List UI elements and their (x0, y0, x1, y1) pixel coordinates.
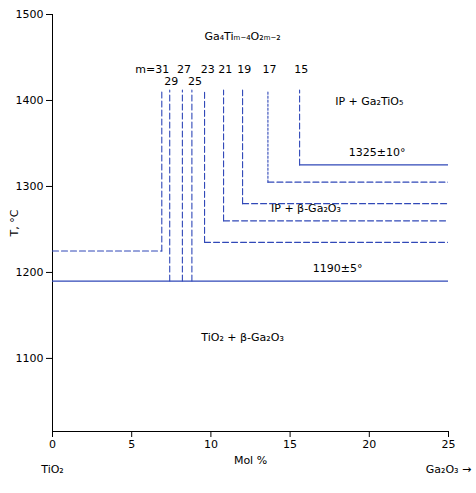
svg-text:29: 29 (164, 75, 178, 88)
svg-text:5: 5 (128, 438, 135, 451)
svg-text:19: 19 (237, 63, 251, 76)
svg-text:17: 17 (263, 63, 277, 76)
svg-text:TiO₂: TiO₂ (40, 463, 64, 476)
svg-text:m=31: m=31 (135, 63, 169, 76)
svg-text:Mol %: Mol % (234, 454, 267, 467)
svg-text:20: 20 (362, 438, 376, 451)
svg-text:10: 10 (204, 438, 218, 451)
svg-text:T, °C: T, °C (8, 209, 21, 237)
svg-text:15: 15 (283, 438, 297, 451)
svg-text:1200: 1200 (16, 266, 44, 279)
svg-text:25: 25 (442, 438, 456, 451)
svg-text:1190±5°: 1190±5° (313, 262, 363, 275)
svg-text:1325±10°: 1325±10° (349, 146, 406, 159)
svg-text:Ga₂O₃ →: Ga₂O₃ → (426, 463, 471, 476)
svg-text:21: 21 (218, 63, 232, 76)
svg-text:27: 27 (177, 63, 191, 76)
svg-text:15: 15 (294, 63, 308, 76)
svg-text:1400: 1400 (16, 94, 44, 107)
svg-text:IP + Ga₂TiO₅: IP + Ga₂TiO₅ (335, 95, 403, 108)
svg-text:Ga₄Tiₘ₋₄O₂ₘ₋₂: Ga₄Tiₘ₋₄O₂ₘ₋₂ (204, 30, 280, 43)
svg-text:TiO₂ + β-Ga₂O₃: TiO₂ + β-Ga₂O₃ (200, 331, 283, 344)
svg-text:25: 25 (188, 75, 202, 88)
svg-text:0: 0 (49, 438, 56, 451)
svg-text:IP + β-Ga₂O₃: IP + β-Ga₂O₃ (271, 202, 341, 215)
svg-text:1300: 1300 (16, 180, 44, 193)
svg-text:1100: 1100 (16, 352, 44, 365)
svg-text:1500: 1500 (16, 8, 44, 21)
svg-text:23: 23 (201, 63, 215, 76)
